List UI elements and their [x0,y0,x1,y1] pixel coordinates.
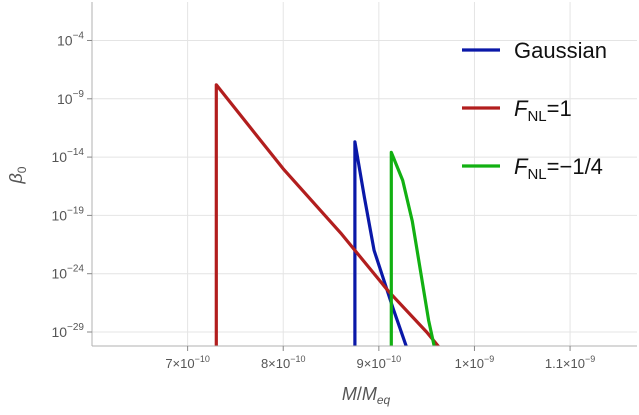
series-line-1 [353,140,408,346]
legend-label-1: Gaussian [514,38,607,63]
plot-frame [91,2,637,347]
gridlines [92,2,637,346]
series-line-3 [389,150,436,346]
x-axis-label: M/Meq [342,384,391,407]
legend: Gaussian FNL=1 FNL=−1/4 [462,38,607,183]
series-line-2 [214,83,441,346]
legend-label-3: FNL=−1/4 [514,154,603,183]
legend-label-2: FNL=1 [514,96,572,125]
series-layer [214,83,441,346]
y-axis-label: β0 [6,166,29,184]
x-tick-label: 1.1×10−9 [545,354,595,371]
